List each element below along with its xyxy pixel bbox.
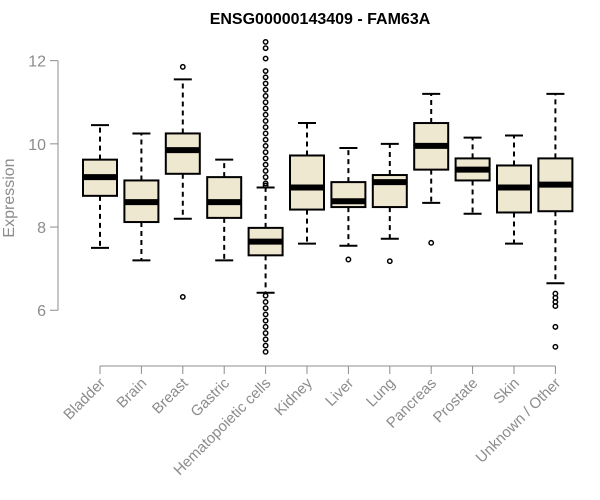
outlier-point bbox=[179, 293, 186, 300]
iqr-box bbox=[289, 154, 325, 211]
outlier-point bbox=[262, 38, 269, 45]
outlier-point bbox=[262, 149, 269, 156]
y-tick-label: 6 bbox=[37, 303, 46, 320]
outlier-point bbox=[262, 142, 269, 149]
x-tick-label: Prostate bbox=[430, 375, 482, 427]
outlier-point bbox=[262, 124, 269, 131]
box-kidney bbox=[289, 122, 325, 245]
outlier-point bbox=[262, 317, 269, 324]
y-axis: 6 8 10 12 bbox=[28, 54, 59, 320]
outlier-point bbox=[262, 298, 269, 305]
outlier-point bbox=[262, 167, 269, 174]
outlier-point bbox=[262, 136, 269, 143]
box-breast bbox=[164, 63, 201, 300]
x-tick-label: Brain bbox=[113, 375, 150, 412]
outlier-point bbox=[262, 330, 269, 337]
outlier-point bbox=[262, 305, 269, 312]
y-axis-label: Expression bbox=[1, 158, 18, 237]
outlier-point bbox=[262, 180, 269, 187]
boxes-group bbox=[82, 38, 574, 355]
outlier-point bbox=[262, 55, 269, 62]
box-lung bbox=[371, 142, 408, 265]
outlier-point bbox=[262, 336, 269, 343]
outlier-point bbox=[262, 342, 269, 349]
outlier-point bbox=[262, 99, 269, 106]
y-tick-label: 10 bbox=[28, 137, 46, 154]
outlier-point bbox=[262, 130, 269, 137]
outlier-point bbox=[262, 86, 269, 93]
outlier-point bbox=[345, 256, 352, 263]
outlier-point bbox=[262, 292, 269, 299]
box-unknown-other bbox=[537, 92, 574, 350]
iqr-box bbox=[164, 132, 201, 175]
iqr-box bbox=[206, 176, 243, 219]
outlier-point bbox=[262, 105, 269, 112]
outlier-point bbox=[262, 161, 269, 168]
box-pancreas bbox=[413, 92, 450, 246]
outlier-point bbox=[386, 258, 393, 265]
box-prostate bbox=[454, 136, 491, 215]
outlier-point bbox=[262, 74, 269, 81]
box-bladder bbox=[82, 124, 118, 249]
x-tick-label: Kidney bbox=[271, 374, 316, 419]
outlier-point bbox=[428, 239, 435, 246]
outlier-point bbox=[262, 323, 269, 330]
outlier-point bbox=[262, 311, 269, 318]
x-tick-label: Bladder bbox=[60, 375, 109, 424]
x-tick-label: Skin bbox=[490, 375, 523, 408]
box-brain bbox=[123, 132, 160, 262]
outlier-point bbox=[262, 348, 269, 355]
chart-title: ENSG00000143409 - FAM63A bbox=[210, 11, 431, 28]
outlier-point bbox=[262, 182, 269, 189]
outlier-point bbox=[262, 68, 269, 74]
outlier-point bbox=[262, 155, 269, 162]
outlier-point bbox=[262, 93, 269, 99]
x-tick-label: Breast bbox=[149, 374, 192, 417]
outlier-point bbox=[179, 63, 186, 70]
outlier-point bbox=[262, 80, 269, 87]
outlier-point bbox=[262, 174, 269, 181]
x-tick-label: Liver bbox=[322, 375, 357, 410]
outlier-point bbox=[552, 303, 559, 310]
x-tick-label: Lung bbox=[363, 375, 399, 411]
outlier-point bbox=[262, 111, 269, 118]
outlier-point bbox=[552, 323, 559, 330]
outlier-point bbox=[552, 343, 559, 350]
box-hematopoietic-cells bbox=[247, 38, 284, 355]
box-gastric bbox=[206, 158, 243, 262]
outlier-point bbox=[262, 45, 269, 52]
y-tick-label: 8 bbox=[37, 220, 46, 237]
box-skin bbox=[496, 134, 532, 245]
box-liver bbox=[330, 147, 367, 263]
y-tick-label: 12 bbox=[28, 54, 46, 71]
outlier-point bbox=[262, 118, 269, 124]
